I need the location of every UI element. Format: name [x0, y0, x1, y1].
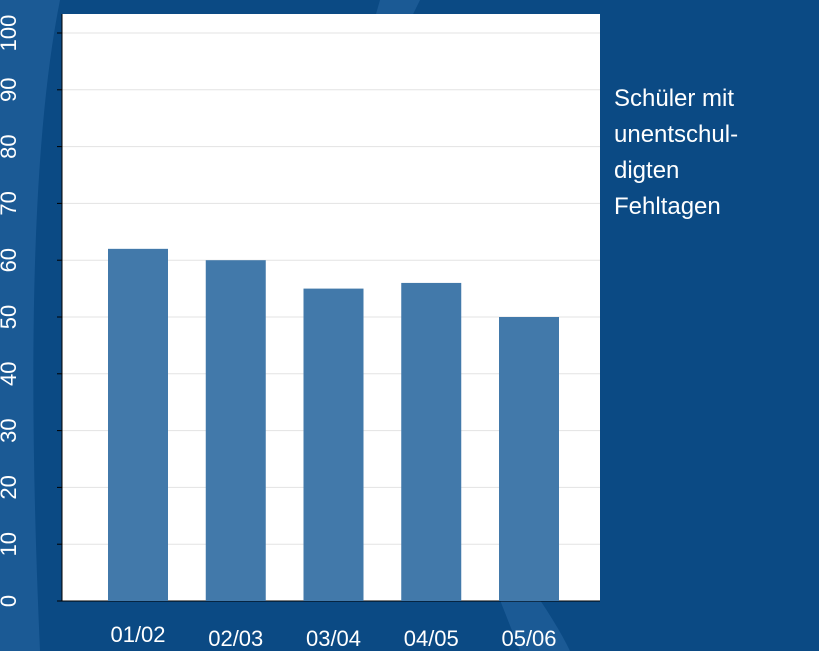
bar: [108, 248, 168, 601]
bar: [401, 282, 462, 601]
y-tick-label: 80: [0, 134, 21, 158]
legend-line: digten: [614, 157, 679, 184]
x-tick-label: 02/03: [208, 626, 263, 651]
y-tick-label: 20: [0, 475, 21, 499]
x-tick-label: 03/04: [306, 626, 361, 651]
y-tick-label: 10: [0, 532, 21, 556]
bar: [303, 288, 364, 601]
bar: [205, 260, 266, 601]
x-tick-label: 01/02: [110, 622, 165, 647]
legend-line: Fehltagen: [614, 193, 721, 220]
y-tick-label: 40: [0, 362, 21, 386]
y-tick-label: 100: [0, 15, 21, 52]
x-tick-label: 05/06: [501, 626, 556, 651]
legend-line: unentschul-: [614, 121, 738, 148]
y-tick-label: 0: [0, 595, 21, 607]
bar: [499, 317, 559, 601]
legend-line: Schüler mit: [614, 85, 734, 112]
y-tick-label: 60: [0, 248, 21, 272]
legend-label: Schüler mit unentschul-digten Fehltagen: [614, 85, 738, 220]
y-tick-label: 30: [0, 418, 21, 442]
y-tick-label: 70: [0, 191, 21, 215]
y-tick-label: 50: [0, 305, 21, 329]
x-tick-label: 04/05: [404, 626, 459, 651]
background-swoosh: [0, 0, 60, 651]
y-tick-label: 90: [0, 78, 21, 102]
background-swoosh: [500, 600, 570, 651]
